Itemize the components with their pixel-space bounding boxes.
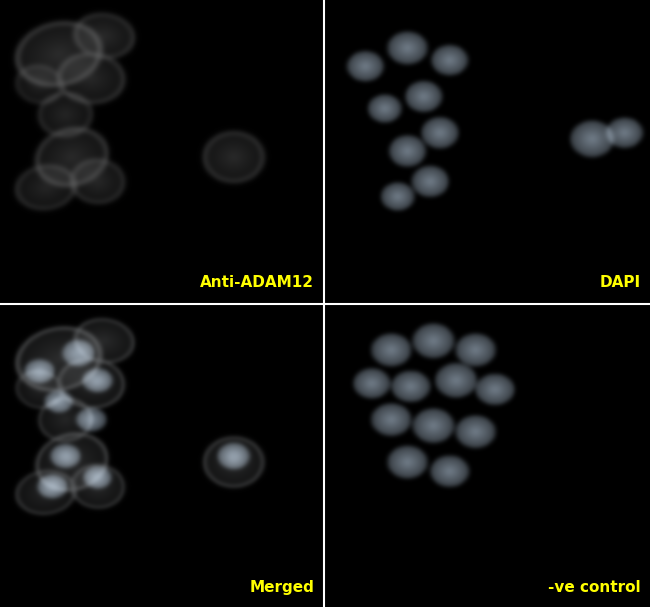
Text: Merged: Merged: [250, 580, 315, 595]
Text: Anti-ADAM12: Anti-ADAM12: [200, 276, 315, 290]
Text: DAPI: DAPI: [599, 276, 640, 290]
Text: -ve control: -ve control: [548, 580, 640, 595]
